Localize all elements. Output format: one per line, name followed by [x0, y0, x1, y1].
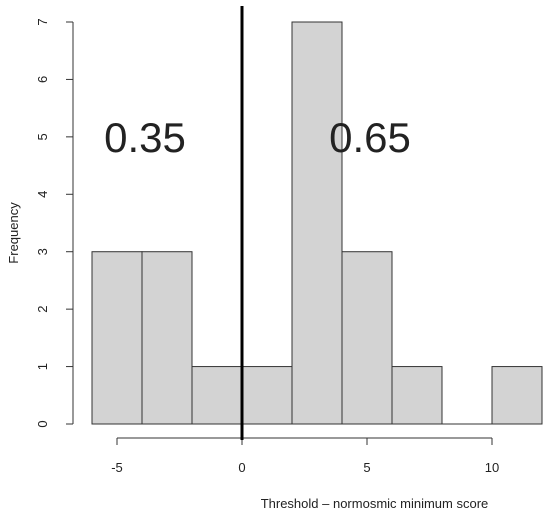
histogram-bar: [191, 366, 243, 425]
histogram-bar: [291, 21, 343, 425]
x-axis: -5 0 5 10: [111, 437, 499, 475]
histogram-bar: [141, 251, 193, 425]
y-tick-label: 7: [35, 18, 50, 25]
histogram-bar: [241, 366, 293, 425]
x-tick-label: 0: [238, 460, 245, 475]
bars-group: [91, 21, 543, 425]
y-tick-label: 1: [35, 363, 50, 370]
y-tick-label: 6: [35, 76, 50, 83]
x-axis-label: Threshold – normosmic minimum score: [261, 496, 489, 511]
annotation-right: 0.65: [329, 114, 411, 161]
x-tick-label: -5: [111, 460, 123, 475]
y-tick-label: 3: [35, 248, 50, 255]
y-tick-label: 2: [35, 306, 50, 313]
histogram-bar: [91, 251, 143, 425]
y-tick-label: 4: [35, 191, 50, 198]
x-tick-label: 10: [485, 460, 499, 475]
y-tick-label: 0: [35, 420, 50, 427]
y-tick-label: 5: [35, 133, 50, 140]
y-axis-label: Frequency: [6, 202, 21, 264]
histogram-bar: [391, 366, 443, 425]
annotation-left: 0.35: [104, 114, 186, 161]
x-tick-label: 5: [363, 460, 370, 475]
histogram-bar: [491, 366, 543, 425]
histogram-bar: [341, 251, 393, 425]
y-axis: 0 1 2 3 4 5 6 7: [35, 18, 74, 428]
